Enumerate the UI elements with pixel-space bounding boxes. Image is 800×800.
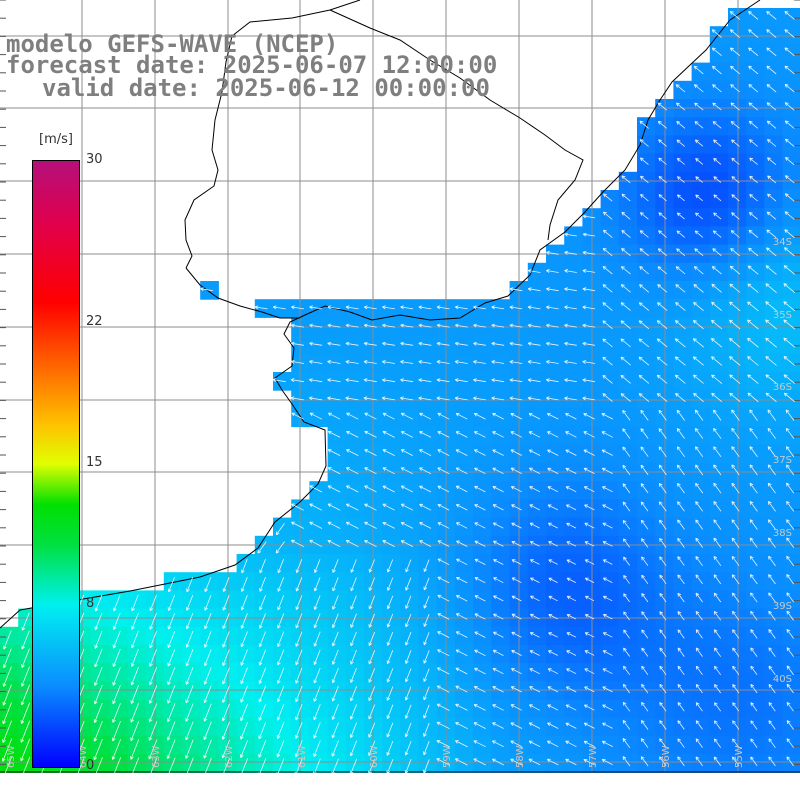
lon-label: 62W: [224, 745, 235, 768]
lon-label: 64W: [78, 745, 89, 768]
colorbar-tick-30: 30: [86, 152, 103, 167]
colorbar-tick-0: 0: [86, 758, 95, 773]
lon-label: 61W: [297, 745, 308, 768]
lat-label: 34S: [773, 237, 792, 248]
lat-lon-grid: [0, 0, 800, 773]
lon-label: 58W: [515, 745, 526, 768]
lat-label: 35S: [773, 310, 792, 321]
colorbar: [32, 160, 80, 768]
lat-label: 37S: [773, 455, 792, 466]
wind-speed-field: [0, 8, 800, 773]
colorbar-tick-8: 8: [86, 596, 95, 612]
lon-label: 55W: [734, 745, 745, 768]
lat-label: 36S: [773, 382, 792, 393]
lon-label: 63W: [151, 745, 162, 768]
lon-label: 59W: [442, 745, 453, 768]
lat-label: 40S: [773, 674, 792, 685]
lon-label: 65W: [6, 745, 17, 768]
lon-label: 56W: [661, 745, 672, 768]
lat-label: 39S: [773, 601, 792, 612]
wind-vectors: [1, 11, 796, 781]
coastline: [0, 0, 761, 629]
lat-label: 38S: [773, 528, 792, 539]
lon-label: 57W: [588, 745, 599, 768]
colorbar-unit: [m/s]: [39, 132, 73, 147]
colorbar-tick-22: 22: [86, 313, 103, 329]
colorbar-tick-15: 15: [86, 455, 103, 470]
lon-label: 60W: [369, 745, 380, 768]
axis-labels: 34S 35S 36S 37S 38S 39S 40S 65W 64W 63W 62W 61W 60W 5…: [6, 237, 792, 768]
